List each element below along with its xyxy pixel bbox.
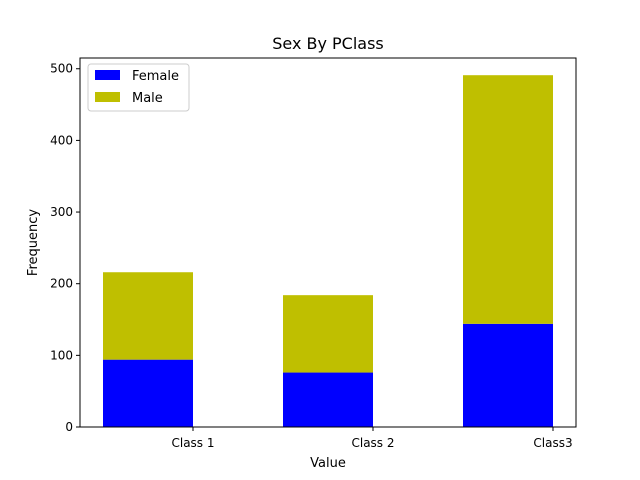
bar-male-3 [463,75,553,324]
x-tick-label: Class 1 [171,436,214,450]
legend-swatch-female [95,70,120,80]
x-axis-label: Value [310,456,346,471]
chart-title: Sex By PClass [272,34,384,53]
y-tick-label: 0 [65,420,73,434]
plot-frame [79,57,577,428]
legend-swatch-male [95,92,120,102]
y-axis: 0 100 200 300 400 500 [50,62,80,434]
y-tick-label: 500 [50,62,73,76]
bar-male-1 [103,272,193,360]
x-axis: Class 1 Class 2 Class3 [171,427,573,450]
bar-male-2 [283,295,373,373]
y-tick-label: 300 [50,205,73,219]
bar-female-3 [463,323,553,427]
bar-female-2 [283,372,373,427]
legend-label-male: Male [132,91,163,106]
bar-female-1 [103,359,193,427]
legend: Female Male [87,63,190,112]
y-tick-label: 100 [50,348,73,362]
x-tick-label: Class3 [533,436,572,450]
y-tick-label: 400 [50,133,73,147]
bars-group [103,75,553,427]
y-axis-label: Frequency [26,209,41,276]
x-tick-label: Class 2 [351,436,394,450]
legend-label-female: Female [132,69,179,84]
y-tick-label: 200 [50,277,73,291]
